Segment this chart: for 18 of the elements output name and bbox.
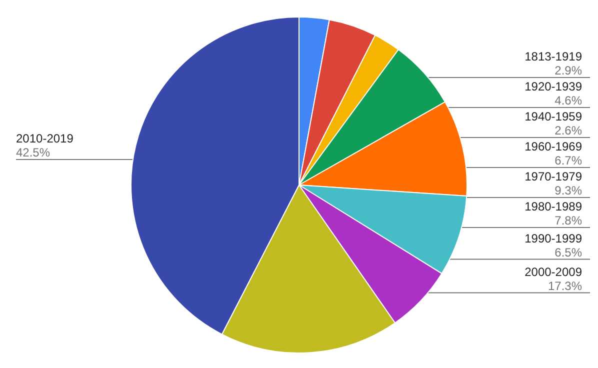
slice-label: 1920-1939: [524, 79, 582, 94]
slice-label: 1970-1979: [524, 169, 582, 184]
slice-label: 2000-2009: [524, 264, 582, 279]
data-label: 42.5%: [16, 146, 50, 160]
slice-label: 1960-1969: [524, 139, 582, 154]
data-label: 7.8%: [554, 213, 582, 228]
slice-label: 1940-1959: [524, 109, 582, 124]
data-label: 17.3%: [548, 278, 582, 293]
slice-label: 1990-1999: [524, 231, 582, 246]
data-label: 4.6%: [554, 93, 582, 108]
slice-label: 2010-2019: [16, 132, 74, 146]
data-label: 6.7%: [554, 153, 582, 168]
data-label: 2.9%: [554, 63, 582, 78]
slice-label: 1980-1989: [524, 199, 582, 214]
data-label: 9.3%: [554, 183, 582, 198]
slice-label: 1813-1919: [524, 49, 582, 64]
data-label: 2.6%: [554, 123, 582, 138]
data-label: 6.5%: [554, 245, 582, 260]
